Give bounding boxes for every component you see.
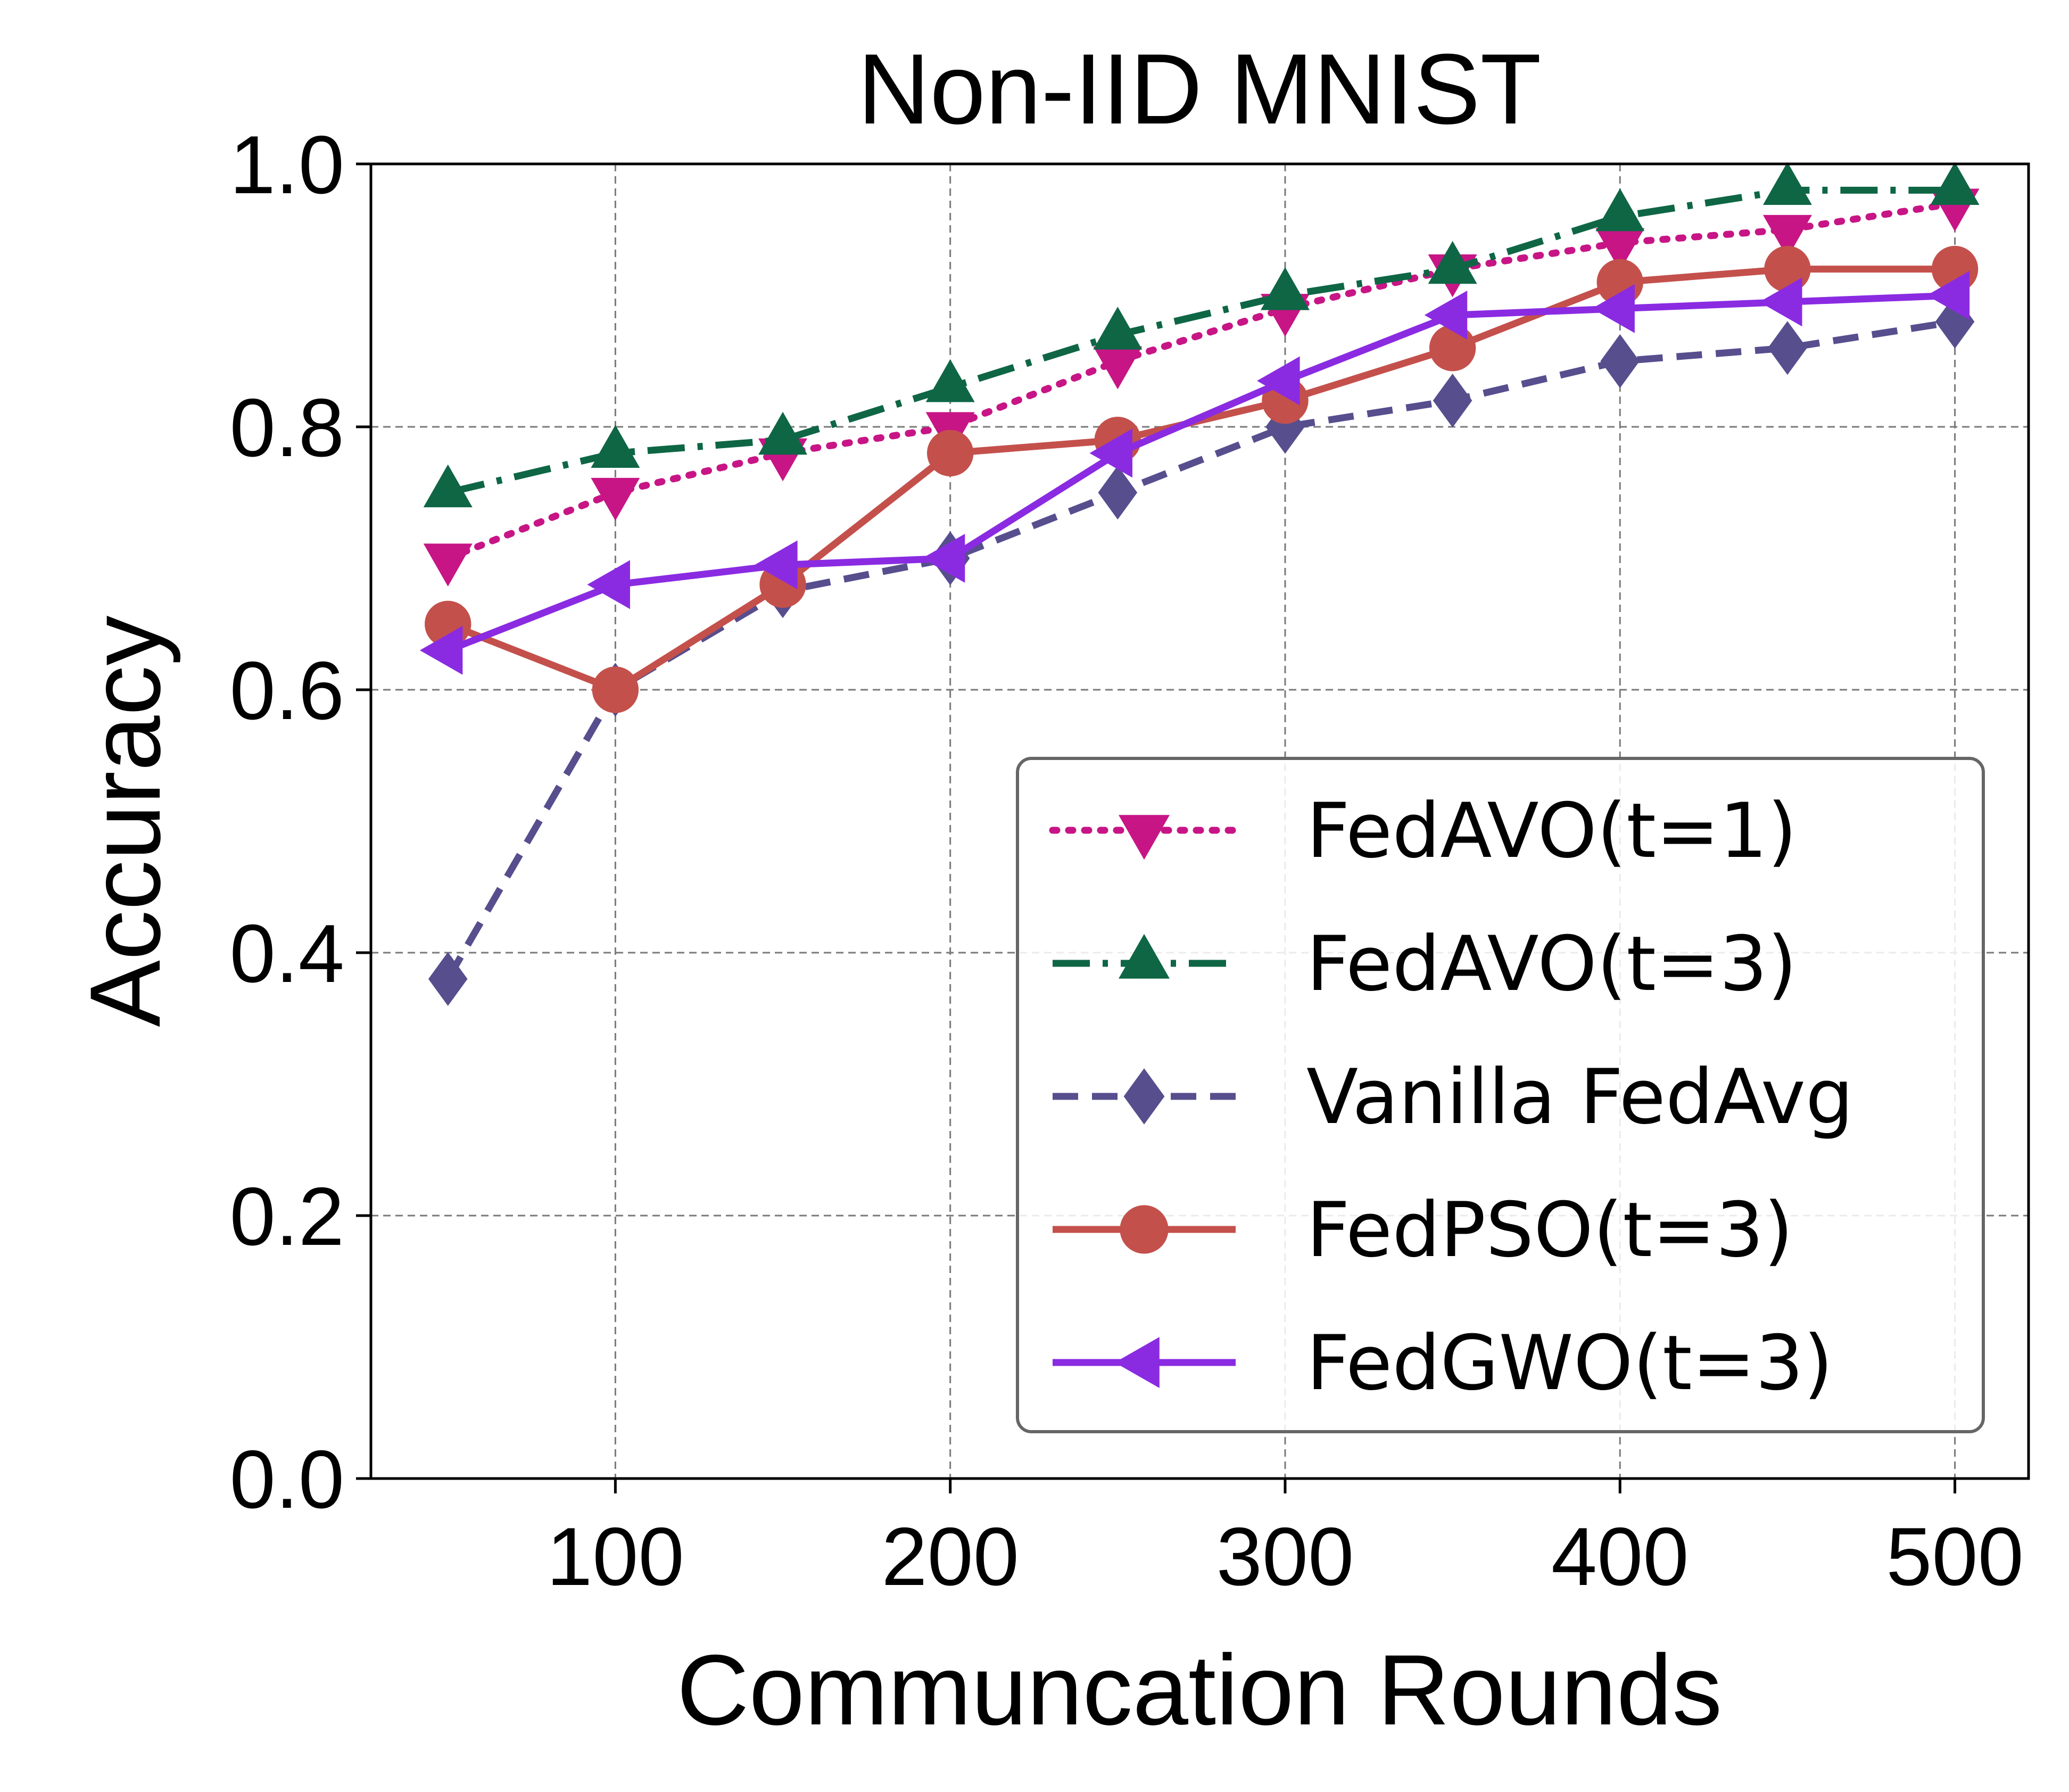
data-point-fedavo-t-3 [1428,241,1477,284]
series-line-fedgwo-t-3 [446,292,1955,654]
legend-marker-fedavo-t-1 [1119,815,1170,860]
series-line-fedavo-t-3 [447,186,1955,496]
data-point-fedpso-t-3 [1764,245,1811,293]
legend-item-vanilla-fedavg: Vanilla FedAvg [1053,1053,1853,1141]
legend: FedAVO(t=1) FedAVO(t=3) Vanilla FedAvg FedP… [1016,757,1985,1433]
data-point-fedavo-t-1 [1093,346,1143,390]
legend-item-fedgwo-t-3: FedGWO(t=3) [1053,1319,1833,1407]
data-point-fedgwo-t-3 [1926,271,1970,320]
chart-title: Non-IID MNIST [858,33,1542,145]
data-point-fedavo-t-1 [423,543,473,587]
series-fedgwo-t-3 [419,271,1970,675]
data-point-fedgwo-t-3 [755,540,798,590]
y-tick-label: 0.4 [230,907,344,1000]
legend-label-fedgwo-t-3: FedGWO(t=3) [1306,1319,1833,1407]
data-point-fedavo-t-3 [1930,162,1980,205]
y-tick-label: 0.0 [230,1433,344,1525]
x-tick-label: 300 [1216,1510,1354,1603]
series-fedavo-t-1 [423,188,1980,587]
x-tick-label: 200 [881,1510,1019,1603]
data-point-fedgwo-t-3 [419,625,463,675]
data-point-fedgwo-t-3 [1424,291,1468,340]
data-point-fedpso-t-3 [926,430,974,477]
data-point-fedavo-t-1 [591,477,640,521]
data-point-vanilla-fedavg [1768,321,1807,375]
legend-label-fedavo-t-3: FedAVO(t=3) [1306,920,1797,1008]
data-point-vanilla-fedavg [428,952,468,1006]
data-point-fedgwo-t-3 [1257,356,1300,406]
legend-item-fedavo-t-3: FedAVO(t=3) [1053,920,1797,1008]
x-tick-label: 500 [1886,1510,2024,1603]
legend-marker-fedgwo-t-3 [1114,1337,1160,1388]
data-point-vanilla-fedavg [1600,334,1640,389]
legend-label-fedpso-t-3: FedPSO(t=3) [1306,1186,1793,1274]
data-point-fedavo-t-3 [1260,267,1310,310]
data-point-fedavo-t-3 [1093,307,1143,350]
x-axis-label: Communcation Rounds [677,1634,1723,1746]
data-point-fedavo-t-3 [925,359,975,402]
legend-marker-fedpso-t-3 [1120,1205,1169,1254]
plot-frame [369,162,2030,1480]
data-point-fedgwo-t-3 [1759,277,1802,327]
y-tick-label: 1.0 [230,119,344,211]
data-point-fedavo-t-3 [1762,162,1812,205]
series-line-fedavo-t-1 [444,200,1959,562]
data-point-fedgwo-t-3 [587,560,630,609]
legend-marker-vanilla-fedavg [1123,1068,1165,1125]
legend-box [1016,757,1985,1433]
x-tick-label: 400 [1551,1510,1689,1603]
data-point-fedavo-t-1 [1762,214,1812,258]
legend-label-vanilla-fedavg: Vanilla FedAvg [1306,1053,1853,1141]
data-point-fedgwo-t-3 [1089,428,1132,478]
data-point-fedavo-t-1 [1595,228,1645,271]
legend-item-fedpso-t-3: FedPSO(t=3) [1053,1186,1793,1274]
data-point-fedpso-t-3 [1429,325,1476,371]
series-fedavo-t-3 [423,162,1980,508]
data-point-vanilla-fedavg [1935,294,1975,349]
legend-item-fedavo-t-1: FedAVO(t=1) [1049,787,1797,875]
series-layer [419,162,1980,1006]
x-tick-label: 100 [547,1510,684,1603]
data-point-vanilla-fedavg [1098,465,1138,520]
legend-marker-fedavo-t-3 [1119,934,1170,979]
legend-label-fedavo-t-1: FedAVO(t=1) [1306,787,1797,875]
data-point-fedavo-t-3 [591,425,640,468]
data-point-fedgwo-t-3 [1592,284,1635,333]
data-point-vanilla-fedavg [1433,374,1472,428]
data-point-fedavo-t-3 [423,464,473,508]
y-tick-label: 0.2 [230,1170,344,1262]
y-axis-label: Accuracy [69,615,181,1027]
data-point-fedavo-t-3 [758,411,808,455]
series-line-vanilla-fedavg [445,318,1956,981]
data-point-fedpso-t-3 [592,666,639,713]
axis-ticks: 100 200 300 400 500 0.0 0.2 0.4 0.6 0.8 1.0 [230,119,2024,1603]
y-tick-label: 0.8 [230,382,344,474]
data-point-fedavo-t-3 [1595,188,1645,232]
y-tick-label: 0.6 [230,645,344,737]
data-point-fedgwo-t-3 [922,534,965,583]
